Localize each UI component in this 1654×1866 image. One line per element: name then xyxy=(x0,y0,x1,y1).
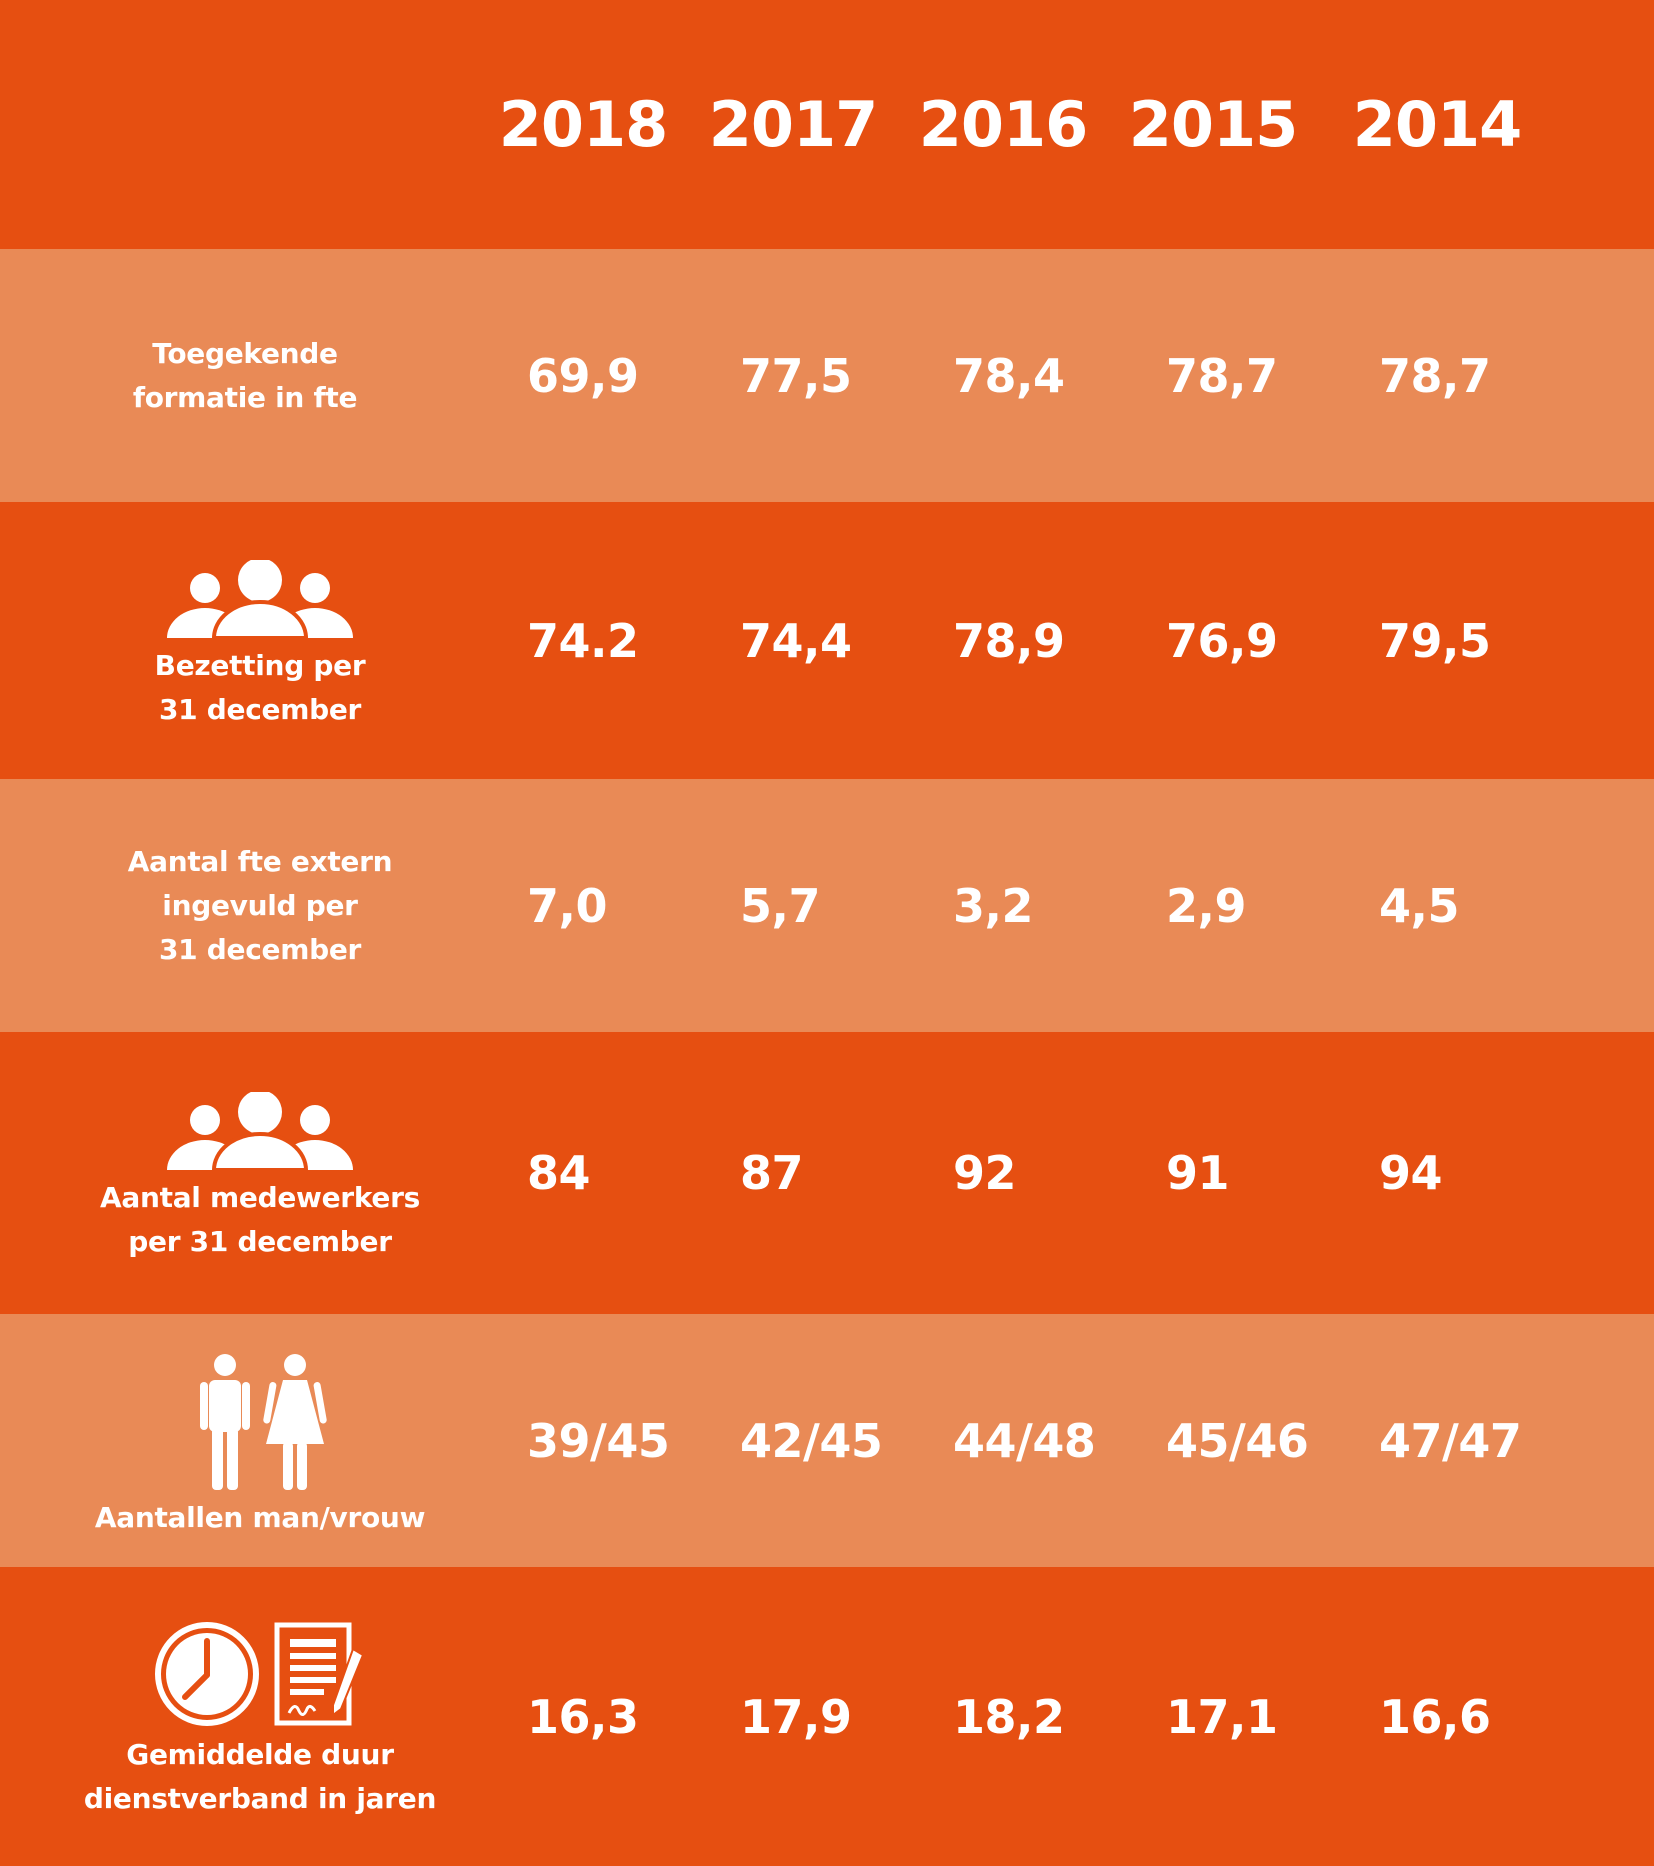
row-label: Aantallen man/vrouw xyxy=(94,1500,426,1534)
table-cell: 78,4 xyxy=(953,348,1065,403)
year-header: 2017 xyxy=(708,88,879,161)
table-cell: 17,9 xyxy=(740,1689,852,1744)
table-cell: 74,4 xyxy=(740,613,852,668)
table-cell: 47/47 xyxy=(1379,1413,1522,1468)
table-cell: 78,9 xyxy=(953,613,1065,668)
table-cell: 39/45 xyxy=(527,1413,670,1468)
table-row-man-vrouw: Aantallen man/vrouw 39/45 42/45 44/48 45… xyxy=(0,1314,1654,1567)
table-cell: 78,7 xyxy=(1166,348,1278,403)
table-row-medewerkers: Aantal medewerkers per 31 december 84 87… xyxy=(0,1032,1654,1314)
table-row-dienstverband: Gemiddelde duur dienstverband in jaren 1… xyxy=(0,1567,1654,1866)
table-cell: 45/46 xyxy=(1166,1413,1309,1468)
row-label: Toegekende formatie in fte xyxy=(132,336,358,414)
table-cell: 44/48 xyxy=(953,1413,1096,1468)
table-cell: 17,1 xyxy=(1166,1689,1278,1744)
row-label-cell: Bezetting per 31 december xyxy=(40,502,480,779)
people-group-icon xyxy=(167,559,353,640)
row-label: Aantal fte extern ingevuld per 31 decemb… xyxy=(127,844,393,966)
table-cell: 16,3 xyxy=(527,1689,639,1744)
man-woman-icon xyxy=(200,1353,327,1490)
table-cell: 77,5 xyxy=(740,348,852,403)
table-cell: 2,9 xyxy=(1166,878,1247,933)
year-header: 2016 xyxy=(918,88,1089,161)
row-label-cell: Toegekende formatie in fte xyxy=(40,249,480,502)
table-cell: 7,0 xyxy=(527,878,608,933)
table-cell: 74.2 xyxy=(527,613,639,668)
table-cell: 3,2 xyxy=(953,878,1034,933)
row-label-cell: Aantal medewerkers per 31 december xyxy=(40,1032,480,1314)
table-cell: 42/45 xyxy=(740,1413,883,1468)
table-cell: 87 xyxy=(740,1146,804,1200)
year-header: 2018 xyxy=(498,88,669,161)
table-row-extern: Aantal fte extern ingevuld per 31 decemb… xyxy=(0,779,1654,1032)
row-label-cell: Aantal fte extern ingevuld per 31 decemb… xyxy=(40,779,480,1032)
table-cell: 16,6 xyxy=(1379,1689,1491,1744)
table-cell: 91 xyxy=(1166,1146,1230,1200)
table-row-toegekende-formatie: Toegekende formatie in fte 69,9 77,5 78,… xyxy=(0,249,1654,502)
row-label: Aantal medewerkers per 31 december xyxy=(100,1181,420,1258)
table-cell: 92 xyxy=(953,1146,1017,1200)
row-label: Bezetting per 31 december xyxy=(154,648,366,726)
year-header: 2014 xyxy=(1352,88,1523,161)
table-cell: 78,7 xyxy=(1379,348,1491,403)
table-cell: 18,2 xyxy=(953,1689,1065,1744)
table-cell: 84 xyxy=(527,1146,591,1200)
year-header-row: 2018 2017 2016 2015 2014 xyxy=(0,0,1654,249)
table-cell: 76,9 xyxy=(1166,613,1278,668)
row-label: Gemiddelde duur dienstverband in jaren xyxy=(83,1737,437,1815)
table-cell: 4,5 xyxy=(1379,878,1460,933)
table-row-bezetting: Bezetting per 31 december 74.2 74,4 78,9… xyxy=(0,502,1654,779)
people-group-icon xyxy=(167,1092,353,1172)
year-header: 2015 xyxy=(1128,88,1299,161)
row-label-cell: Gemiddelde duur dienstverband in jaren xyxy=(40,1567,480,1866)
clock-contract-icon xyxy=(155,1621,365,1726)
table-cell: 94 xyxy=(1379,1146,1443,1200)
table-cell: 69,9 xyxy=(527,348,639,403)
table-cell: 79,5 xyxy=(1379,613,1491,668)
table-cell: 5,7 xyxy=(740,878,821,933)
row-label-cell: Aantallen man/vrouw xyxy=(40,1314,480,1567)
